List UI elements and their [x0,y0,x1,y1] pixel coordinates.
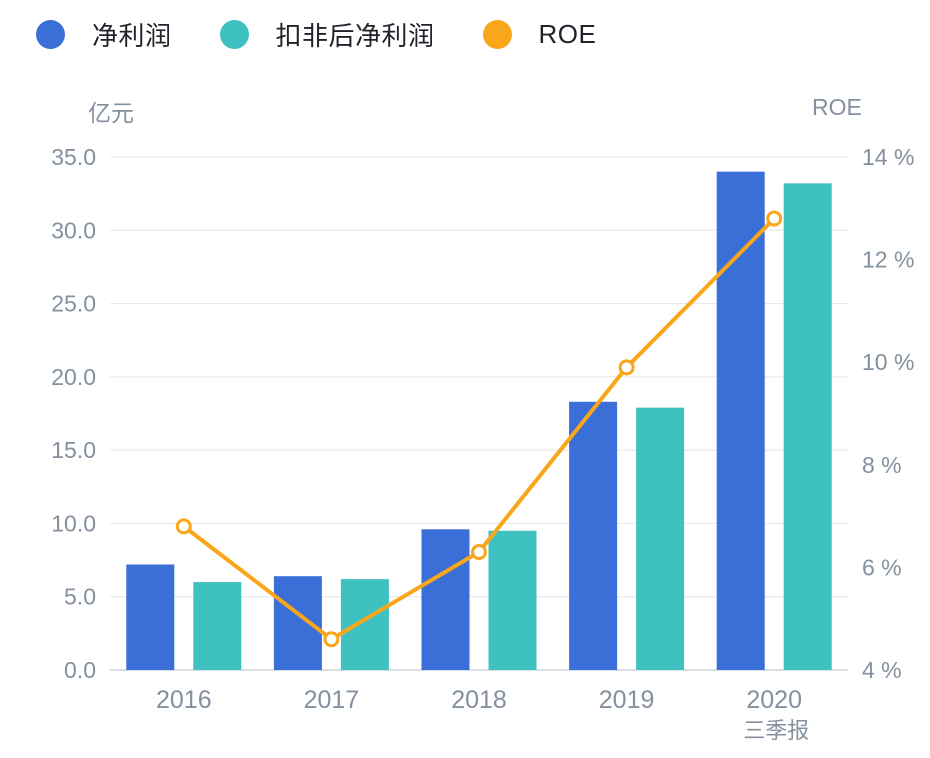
bar-deducted-net-profit-2019 [636,407,685,670]
left-axis-tick-label: 35.0 [51,144,96,170]
legend-label: ROE [538,19,597,49]
deducted-net-profit-dot-icon [219,20,249,49]
roe-marker-2019 [618,359,635,376]
left-axis-tick-label: 30.0 [51,217,96,243]
legend-label: 扣非后净利润 [275,21,435,51]
left-axis-tick-label: 25.0 [51,291,96,317]
net-profit-dot-icon [36,20,65,49]
roe-dot-icon [482,20,512,49]
legend-label: 净利润 [92,21,172,51]
roe-marker-2020 [766,210,783,227]
bar-deducted-net-profit-2017 [340,579,389,670]
x-axis-note: 三季报 [743,718,809,743]
x-axis-label-2017: 2017 [304,686,360,714]
left-axis-tick-label: 10.0 [51,510,96,536]
right-axis-title: ROE [812,94,862,120]
roe-marker-2016 [175,518,192,535]
roe-marker-2017 [323,631,340,648]
x-axis-label-2019: 2019 [599,686,655,714]
right-axis-tick-label: 10 % [862,349,914,375]
left-axis-tick-label: 5.0 [64,584,96,610]
bar-deducted-net-profit-2020 [783,183,832,670]
bar-net-profit-2020 [716,171,765,670]
legend: 净利润 扣非后净利润 ROE [36,16,596,53]
legend-item-deducted-net-profit[interactable]: 扣非后净利润 [219,16,435,53]
left-axis-tick-label: 15.0 [51,437,96,463]
left-axis-tick-label: 0.0 [64,657,96,683]
legend-item-roe[interactable]: ROE [482,19,597,50]
left-axis-title: 亿元 [88,100,134,126]
right-axis-tick-label: 14 % [862,144,914,170]
x-axis-label-2020: 2020 [746,686,802,714]
bar-net-profit-2017 [273,576,322,670]
x-axis-label-2016: 2016 [156,686,212,714]
bar-deducted-net-profit-2016 [193,582,242,670]
bar-net-profit-2018 [421,529,470,670]
right-axis-tick-label: 8 % [862,452,902,478]
legend-item-net-profit[interactable]: 净利润 [36,16,172,53]
roe-line [181,216,777,642]
right-axis-tick-label: 6 % [862,554,902,580]
right-axis-tick-label: 12 % [862,247,914,273]
left-axis-tick-label: 20.0 [51,364,96,390]
x-axis-label-2018: 2018 [451,686,507,714]
bar-net-profit-2016 [126,564,175,670]
right-axis-tick-label: 4 % [862,657,902,683]
bar-net-profit-2019 [569,401,618,670]
bar-deducted-net-profit-2018 [488,530,537,670]
roe-marker-2018 [471,544,487,561]
